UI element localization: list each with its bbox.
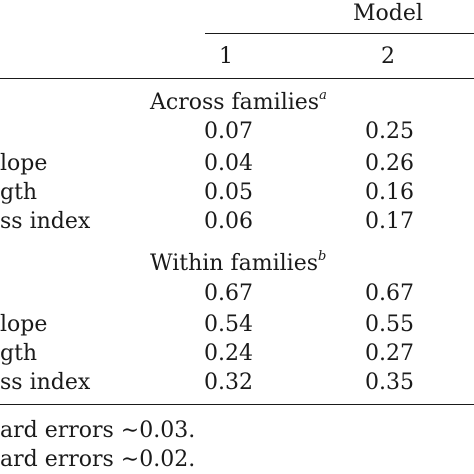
cell-value: 0.07 (204, 119, 253, 144)
column-header-2: 2 (381, 44, 395, 69)
cell-value: 0.04 (204, 151, 253, 176)
cell-value: 0.17 (365, 209, 414, 234)
footnote-marker-a: a (319, 87, 327, 103)
cell-value: 0.26 (365, 151, 414, 176)
row-label: lope (0, 151, 48, 176)
row-label: ss index (0, 209, 91, 234)
cell-value: 0.16 (365, 180, 414, 205)
cell-value: 0.06 (204, 209, 253, 234)
section-heading-across-families: Across familiesa (150, 89, 327, 115)
footnote-marker-b: b (318, 248, 327, 264)
row-label: gth (0, 341, 38, 366)
cell-value: 0.67 (365, 281, 414, 306)
footnote-b: ard errors ∼0.02. (0, 447, 196, 472)
section-heading-text: Within families (150, 251, 319, 276)
cell-value: 0.05 (204, 180, 253, 205)
cell-value: 0.35 (365, 370, 414, 395)
section-heading-text: Across families (150, 90, 320, 115)
cell-value: 0.54 (204, 312, 253, 337)
column-header-1: 1 (219, 44, 233, 69)
bottom-rule (0, 404, 474, 406)
footnote-a: ard errors ∼0.03. (0, 418, 196, 443)
cell-value: 0.25 (365, 119, 414, 144)
column-group-label: Model (353, 1, 423, 26)
row-label: gth (0, 180, 38, 205)
cell-value: 0.67 (204, 281, 253, 306)
cell-value: 0.27 (365, 341, 414, 366)
row-label: lope (0, 312, 48, 337)
cell-value: 0.24 (204, 341, 253, 366)
section-heading-within-families: Within familiesb (150, 250, 326, 276)
cell-value: 0.32 (204, 370, 253, 395)
cell-value: 0.55 (365, 312, 414, 337)
column-group-rule (205, 33, 474, 35)
header-rule (0, 78, 474, 80)
row-label: ss index (0, 370, 91, 395)
